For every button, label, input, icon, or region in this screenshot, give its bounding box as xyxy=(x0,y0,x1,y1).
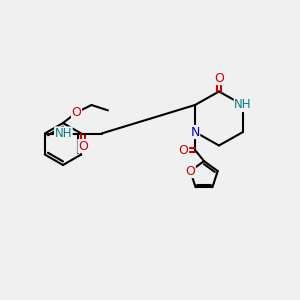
Text: NH: NH xyxy=(55,127,72,140)
Text: O: O xyxy=(78,140,88,153)
Text: O: O xyxy=(214,71,224,85)
Text: NH: NH xyxy=(234,98,252,112)
Text: O: O xyxy=(179,143,188,157)
Text: N: N xyxy=(190,125,200,139)
Text: O: O xyxy=(72,106,81,119)
Text: O: O xyxy=(185,165,195,178)
